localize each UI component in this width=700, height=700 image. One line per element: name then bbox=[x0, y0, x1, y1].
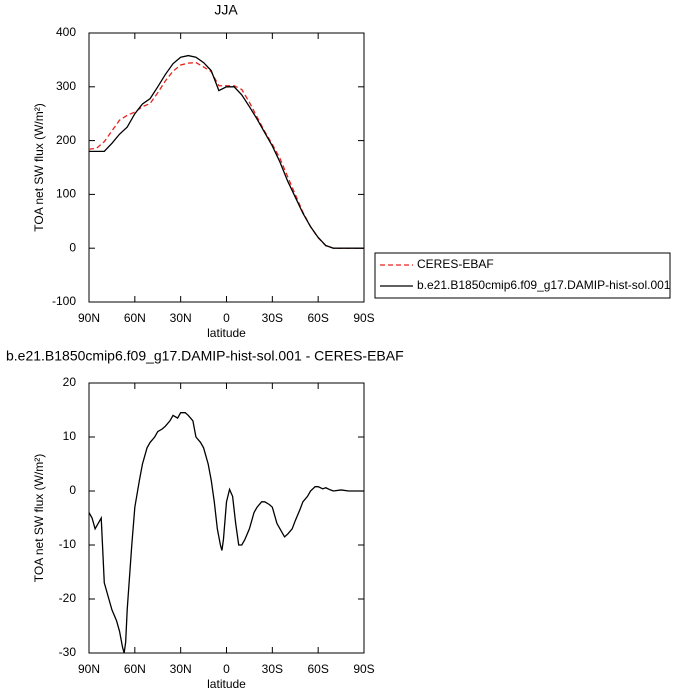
y-tick-label: 200 bbox=[56, 133, 76, 147]
y-tick-label: 10 bbox=[63, 429, 77, 443]
data-line bbox=[88, 61, 364, 249]
x-tick-label: 90N bbox=[78, 662, 100, 676]
y-tick-label: -20 bbox=[59, 591, 77, 605]
y-tick-label: 0 bbox=[69, 240, 76, 254]
y-tick-label: 100 bbox=[56, 187, 76, 201]
x-tick-label: 30N bbox=[170, 662, 192, 676]
y-tick-label: 300 bbox=[56, 79, 76, 93]
x-tick-label: 90N bbox=[78, 311, 100, 325]
x-tick-label: 60S bbox=[307, 311, 328, 325]
y-tick-label: 20 bbox=[63, 375, 77, 389]
y-tick-label: -30 bbox=[59, 645, 77, 659]
x-tick-label: 60N bbox=[124, 311, 146, 325]
y-tick-label: 0 bbox=[69, 483, 76, 497]
x-tick-label: 30S bbox=[262, 662, 283, 676]
x-tick-label: 30S bbox=[262, 311, 283, 325]
y-axis-label: TOA net SW flux (W/m²) bbox=[32, 103, 46, 231]
legend-label: b.e21.B1850cmip6.f09_g17.DAMIP-hist-sol.… bbox=[417, 278, 671, 292]
data-line bbox=[89, 54, 364, 249]
legend-label: CERES-EBAF bbox=[417, 257, 494, 271]
x-tick-label: 0 bbox=[223, 311, 230, 325]
x-axis-label: latitude bbox=[207, 677, 246, 691]
x-tick-label: 30N bbox=[170, 311, 192, 325]
chart-title: b.e21.B1850cmip6.f09_g17.DAMIP-hist-sol.… bbox=[6, 348, 404, 364]
x-tick-label: 60N bbox=[124, 662, 146, 676]
y-tick-label: 400 bbox=[56, 25, 76, 39]
plot-frame bbox=[88, 382, 365, 654]
y-tick-label: -100 bbox=[52, 294, 76, 308]
data-line bbox=[88, 412, 364, 654]
legend-box bbox=[374, 252, 671, 299]
x-tick-label: 0 bbox=[223, 662, 230, 676]
y-tick-label: -10 bbox=[59, 537, 77, 551]
x-tick-label: 60S bbox=[307, 662, 328, 676]
chart-title: JJA bbox=[214, 2, 238, 18]
x-tick-label: 90S bbox=[353, 662, 374, 676]
plot-frame bbox=[88, 32, 365, 303]
x-tick-label: 90S bbox=[353, 311, 374, 325]
y-axis-label: TOA net SW flux (W/m²) bbox=[32, 454, 46, 582]
x-axis-label: latitude bbox=[207, 326, 246, 340]
